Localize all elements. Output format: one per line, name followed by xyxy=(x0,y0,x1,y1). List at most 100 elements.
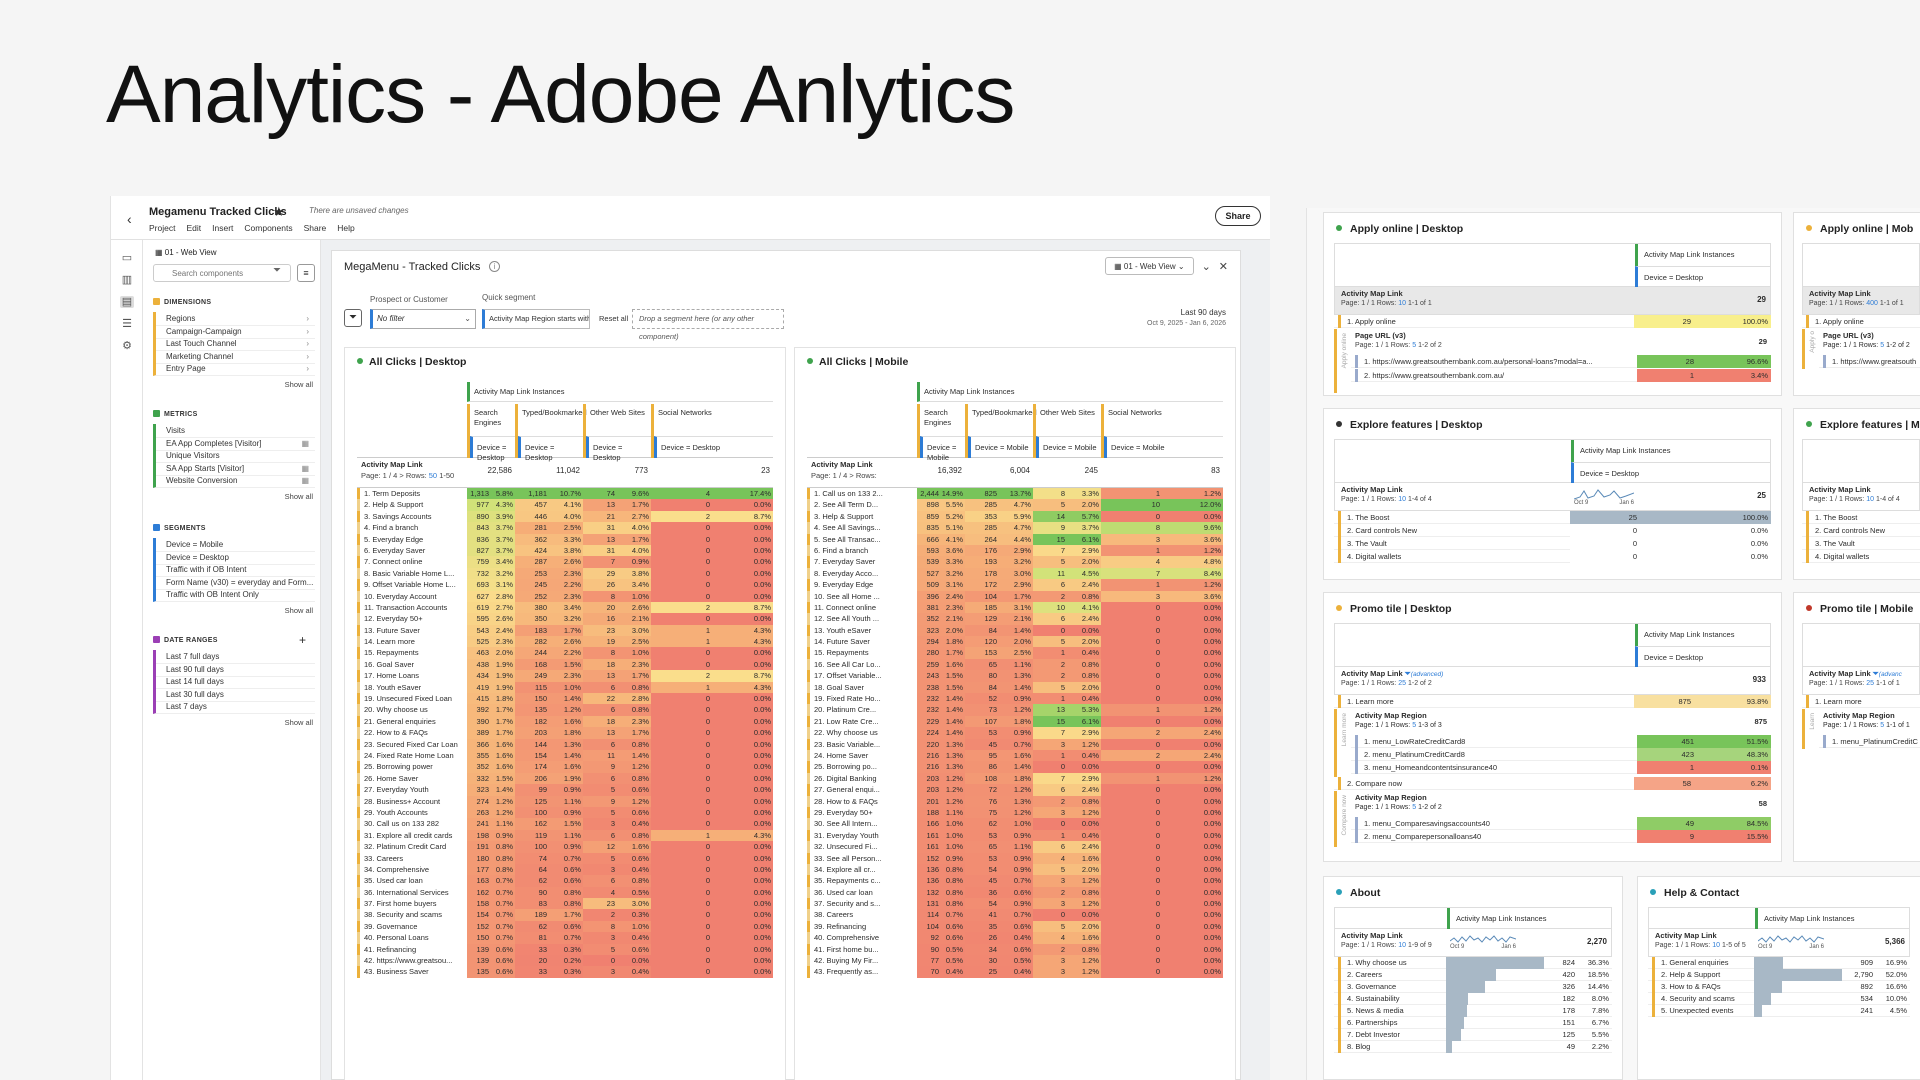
metric-header[interactable]: Activity Map Link Instances xyxy=(1755,908,1909,930)
table-row[interactable]: 27. Everyday Youth 323 1.4% 99 0.9% 5 0.6% 0 0.0… xyxy=(357,784,773,796)
table-row[interactable]: 2. Card controls New xyxy=(1802,524,1920,537)
table-row[interactable]: 3. Governance 326 14.4% xyxy=(1334,981,1612,993)
dimension-name[interactable]: Activity Map Link xyxy=(811,460,873,469)
column-header[interactable]: Social Networks Device = Desktop xyxy=(651,404,773,458)
table-row[interactable]: 19. Unsecured Fixed Loan 415 1.8% 150 1.4% 22… xyxy=(357,693,773,705)
table-row[interactable]: 32. Unsecured Fi... 161 1.0% 65 1.1% 6 2.4% 0 0.… xyxy=(807,841,1223,853)
pagination[interactable]: Page: 1 / 1 Rows: 25 1-1 of 1 xyxy=(1809,680,1900,687)
show-all-link[interactable]: Show all xyxy=(284,718,313,727)
close-icon[interactable]: ✕ xyxy=(1218,260,1228,273)
panel-title[interactable]: MegaMenu - Tracked Clicks xyxy=(344,261,481,273)
table-row[interactable]: 2. Compare now 58 6.2% xyxy=(1334,777,1771,790)
table-row[interactable]: 11. Transaction Accounts 619 2.7% 380 3.4% 20… xyxy=(357,601,773,614)
table-row[interactable]: 17. Offset Variable... 243 1.5% 80 1.3% 2 0.8%… xyxy=(807,670,1223,682)
pagination[interactable]: Page: 1 / 1 Rows: 25 1-2 of 2 xyxy=(1341,680,1432,687)
table-row[interactable]: 41. Refinancing 139 0.6% 33 0.3% 5 0.6% 0 0.0% xyxy=(357,943,773,956)
table-row[interactable]: 39. Refinancing 104 0.6% 35 0.6% 5 2.0% 0 0.0% xyxy=(807,920,1223,933)
table-row[interactable]: 24. Home Saver 216 1.3% 95 1.6% 1 0.4% 2 2.4% xyxy=(807,749,1223,762)
table-row[interactable]: 7. Connect online 759 3.4% 287 2.6% 7 0.9% 0 0.0… xyxy=(357,556,773,568)
table-row[interactable]: 16. See All Car Lo... 259 1.6% 65 1.1% 2 0.8% 0… xyxy=(807,658,1223,671)
table-row[interactable]: 17. Home Loans 434 1.9% 249 2.3% 13 1.7% 2 8.7% xyxy=(357,670,773,682)
table-row[interactable]: 38. Careers 114 0.7% 41 0.7% 0 0.0% 0 0.0% xyxy=(807,909,1223,921)
table-row[interactable]: 1. General enquiries 909 16.9% xyxy=(1648,957,1910,969)
filter-icon[interactable]: ⏷ xyxy=(273,265,281,276)
table-row[interactable]: 2. Help & Support 2,790 52.0% xyxy=(1648,969,1910,981)
table-row[interactable]: 5. Everyday Edge 836 3.7% 362 3.3% 13 1.7% 0 0.0… xyxy=(357,533,773,545)
table-row[interactable]: 36. Used car loan 132 0.8% 36 0.6% 2 0.8% 0 0.0% xyxy=(807,886,1223,899)
quick-segment[interactable]: Activity Map Region starts with me xyxy=(482,309,590,329)
table-row[interactable]: 33. Careers 180 0.8% 74 0.7% 5 0.6% 0 0.0% xyxy=(357,852,773,864)
prospect-dropdown[interactable]: No filter ⌄ xyxy=(370,309,476,329)
table-row[interactable]: 1. Learn more xyxy=(1802,695,1920,708)
component-item[interactable]: Device = Desktop xyxy=(153,550,315,565)
table-row[interactable]: 1. Apply online 29 100.0% xyxy=(1334,315,1771,328)
table-row[interactable]: 16. Goal Saver 438 1.9% 168 1.5% 18 2.3% 0 0.0% xyxy=(357,658,773,671)
column-header[interactable]: Search Engines Device = Desktop xyxy=(467,404,515,462)
pagination[interactable]: Page: 1 / 1 Rows: 5 1-1 of 1 xyxy=(1823,722,1910,729)
table-row[interactable]: 1. Call us on 133 2... 2,444 14.9% 825 13.7%… xyxy=(807,488,1223,500)
share-button[interactable]: Share xyxy=(1215,206,1261,226)
list-view-button[interactable]: ≡ xyxy=(297,264,315,282)
table-row[interactable]: 3. Help & Support 859 5.2% 353 5.9% 14 5.7% 0 0.… xyxy=(807,510,1223,523)
column-header[interactable]: Typed/Bookmarked Device = Mobile xyxy=(965,404,1037,458)
table-row[interactable]: 14. Learn more 525 2.3% 282 2.6% 19 2.5% 1 4.3% xyxy=(357,636,773,648)
filter-icon[interactable]: ⏷ xyxy=(1404,669,1411,678)
table-row[interactable]: 1. The Boost 25 100.0% xyxy=(1334,511,1771,524)
table-row[interactable]: 13. Future Saver 543 2.4% 183 1.7% 23 3.0% 1 4.3… xyxy=(357,624,773,637)
menu-item[interactable]: Components xyxy=(244,223,293,233)
table-row[interactable]: 6. Find a branch 593 3.6% 176 2.9% 7 2.9% 1 1.2% xyxy=(807,544,1223,557)
table-row[interactable]: 38. Security and scams 154 0.7% 189 1.7% 2 0.3… xyxy=(357,909,773,921)
table-row[interactable]: 39. Governance 152 0.7% 62 0.6% 8 1.0% 0 0.0% xyxy=(357,920,773,933)
pagination[interactable]: Page: 1 / 1 Rows: 10 1-1 of 1 xyxy=(1341,300,1432,307)
card-title[interactable]: Apply online | Desktop xyxy=(1336,223,1463,235)
card-title[interactable]: Help & Contact xyxy=(1650,887,1739,899)
table-row[interactable]: 5. Unexpected events 241 4.5% xyxy=(1648,1005,1910,1017)
pagination[interactable]: Page: 1 / 1 Rows: 10 1-5 of 5 xyxy=(1655,942,1746,949)
table-row[interactable]: 2. menu_PlatinumCreditCard8 423 48.3% xyxy=(1351,748,1771,761)
sub-dimension[interactable]: Activity Map Region xyxy=(1355,711,1427,720)
table-row[interactable]: 1. Why choose us 824 36.3% xyxy=(1334,957,1612,969)
component-item[interactable]: SA App Starts [Visitor] ▦ xyxy=(153,461,315,476)
card-title[interactable]: About xyxy=(1336,887,1380,899)
column-header[interactable]: Search Engines Device = Mobile xyxy=(917,404,965,462)
table-row[interactable]: 14. Future Saver 294 1.8% 120 2.0% 5 2.0% 0 0.0% xyxy=(807,636,1223,648)
component-item[interactable]: Form Name (v30) = everyday and Form... xyxy=(153,575,315,590)
table-row[interactable]: 11. Connect online 381 2.3% 185 3.1% 10 4.1% 0 0… xyxy=(807,601,1223,614)
table-row[interactable]: 1. The Boost xyxy=(1802,511,1920,524)
table-row[interactable]: 1. Learn more 875 93.8% xyxy=(1334,695,1771,708)
table-row[interactable]: 28. How to & FAQs 201 1.2% 76 1.3% 2 0.8% 0 0.0% xyxy=(807,795,1223,807)
table-row[interactable]: 36. International Services 162 0.7% 90 0.8% 4… xyxy=(357,886,773,899)
table-row[interactable]: 42. Buying My Fir... 77 0.5% 30 0.5% 3 1.2% 0 0.… xyxy=(807,955,1223,967)
pagination[interactable]: Page: 1 / 4 > Rows: 50 1-50 xyxy=(361,471,455,480)
components-icon[interactable]: ▤ xyxy=(120,296,134,308)
component-item[interactable]: EA App Completes [Visitor] ▦ xyxy=(153,436,315,451)
report-suite-selector[interactable]: ▦ 01 - Web View xyxy=(155,248,217,257)
pagination[interactable]: Page: 1 / 4 > Rows: xyxy=(811,471,877,480)
component-item[interactable]: Regions › xyxy=(153,312,315,326)
component-item[interactable]: Traffic with if OB Intent xyxy=(153,563,315,577)
table-row[interactable]: 7. Everyday Saver 539 3.3% 193 3.2% 5 2.0% 4 4.8… xyxy=(807,556,1223,568)
info-icon[interactable]: i xyxy=(489,261,500,272)
table-row[interactable]: 40. Comprehensive 92 0.6% 26 0.4% 4 1.6% 0 0.0% xyxy=(807,932,1223,944)
table-row[interactable]: 8. Everyday Acco... 527 3.2% 178 3.0% 11 4.5% 7… xyxy=(807,567,1223,580)
table-row[interactable]: 10. Everyday Account 627 2.8% 252 2.3% 8 1.0% 0… xyxy=(357,590,773,602)
table-row[interactable]: 31. Everyday Youth 161 1.0% 53 0.9% 1 0.4% 0 0.0… xyxy=(807,829,1223,842)
table-row[interactable]: 1. Term Deposits 1,313 5.8% 1,181 10.7% 74 9.6… xyxy=(357,488,773,500)
table-row[interactable]: 2. Card controls New 0 0.0% xyxy=(1334,524,1771,537)
component-item[interactable]: Last 30 full days xyxy=(153,687,315,702)
table-row[interactable]: 20. Platinum Cre... 232 1.4% 73 1.2% 13 5.3% 1 1… xyxy=(807,704,1223,716)
show-all-link[interactable]: Show all xyxy=(284,380,313,389)
filter-toggle-icon[interactable]: ⏷ xyxy=(344,309,362,327)
table-row[interactable]: 21. Low Rate Cre... 229 1.4% 107 1.8% 15 6.1% 0… xyxy=(807,715,1223,728)
table-row[interactable]: 4. Security and scams 534 10.0% xyxy=(1648,993,1910,1005)
table-row[interactable]: 13. Youth eSaver 323 2.0% 84 1.4% 0 0.0% 0 0.0% xyxy=(807,624,1223,637)
pagination[interactable]: Page: 1 / 1 Rows: 5 1-2 of 2 xyxy=(1355,804,1442,811)
pagination[interactable]: Page: 1 / 1 Rows: 10 1-4 of 4 xyxy=(1809,496,1900,503)
metric-header[interactable]: Activity Map Link Instances xyxy=(917,382,1223,402)
show-all-link[interactable]: Show all xyxy=(284,606,313,615)
component-item[interactable]: Campaign-Campaign › xyxy=(153,324,315,339)
table-row[interactable]: 35. Repayments c... 136 0.8% 45 0.7% 3 1.2% 0 0.… xyxy=(807,875,1223,887)
table-row[interactable]: 1. https://www.greatsouth xyxy=(1819,355,1920,368)
table-row[interactable]: 25. Borrowing power 352 1.6% 174 1.6% 9 1.2% 0 0… xyxy=(357,761,773,773)
panel-icon[interactable]: ▭ xyxy=(121,252,133,264)
